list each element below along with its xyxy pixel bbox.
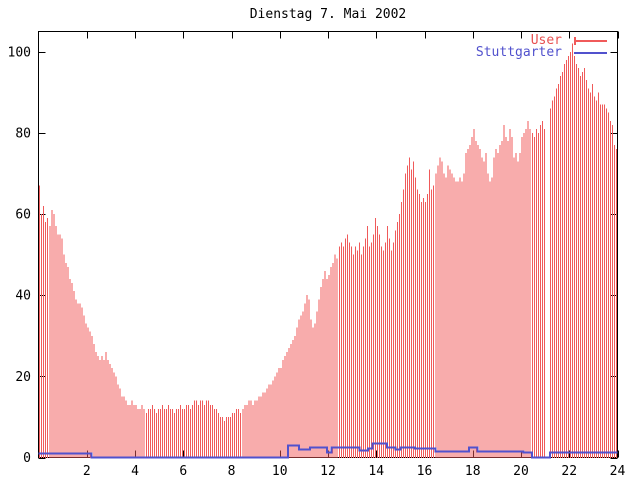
y-tick-label: 20 (15, 370, 31, 385)
x-tick-label: 10 (272, 464, 288, 479)
line-series-stuttgarter (38, 442, 618, 459)
x-tick-label: 22 (561, 464, 577, 479)
legend-stuttgarter-label: Stuttgarter (475, 45, 562, 60)
x-tick-label: 20 (513, 464, 529, 479)
legend: User Stuttgarter (475, 33, 607, 60)
legend-entry-stuttgarter: Stuttgarter (475, 45, 607, 60)
x-tick-label: 12 (320, 464, 336, 479)
x-tick-label: 4 (131, 464, 139, 479)
axis-ticks (38, 31, 619, 459)
y-tick-label: 60 (15, 208, 31, 223)
legend-user-label: User (530, 33, 562, 48)
x-tick-label: 14 (368, 464, 384, 479)
legend-user-keyline (574, 37, 607, 45)
legend-stuttgarter-keyline (574, 52, 607, 54)
y-tick-label: 0 (23, 451, 31, 466)
y-tick-label: 80 (15, 126, 31, 141)
x-tick-label: 24 (610, 464, 626, 479)
y-tick-label: 100 (8, 45, 31, 60)
x-tick-label: 18 (465, 464, 481, 479)
y-tick-label: 40 (15, 289, 31, 304)
legend-user-key-tick (574, 37, 576, 45)
x-tick-label: 16 (417, 464, 433, 479)
x-tick-label: 8 (228, 464, 236, 479)
chart-title: Dienstag 7. Mai 2002 (249, 7, 407, 22)
legend-entry-user: User (476, 33, 607, 48)
x-tick-label: 6 (179, 464, 187, 479)
x-tick-label: 2 (83, 464, 91, 479)
bars-series-user (39, 43, 618, 459)
